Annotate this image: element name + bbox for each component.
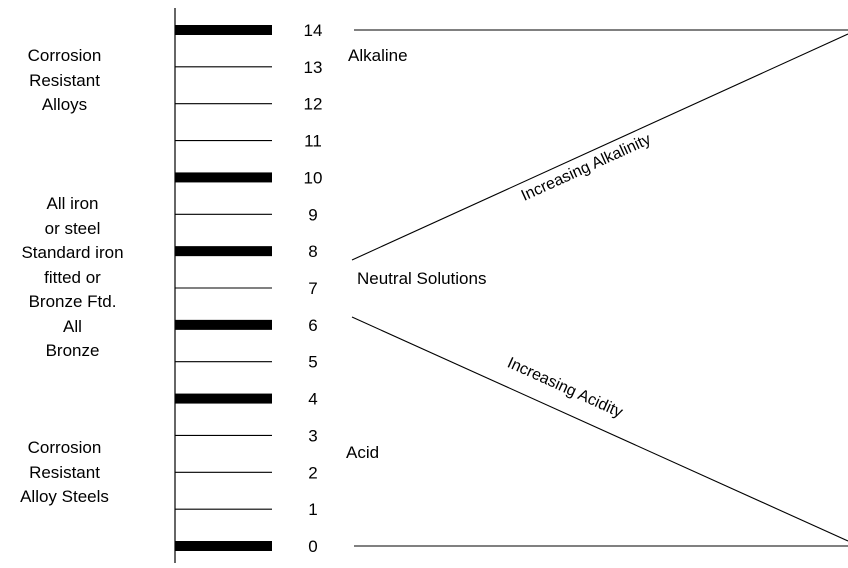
group-line: Alloy Steels — [20, 487, 109, 506]
ph-value-label: 6 — [308, 316, 317, 335]
neutral-solutions-label: Neutral Solutions — [357, 269, 487, 288]
group-line: All iron — [46, 194, 99, 213]
group-line: or steel — [44, 218, 101, 238]
ph-value-label: 11 — [304, 132, 322, 151]
acid-label: Acid — [346, 443, 380, 462]
group-line: Standard iron — [21, 243, 124, 262]
alkaline-label: Alkaline — [348, 46, 408, 65]
acidity-trend-label: Increasing Acidity — [505, 355, 625, 422]
group-line: Alloys — [41, 95, 88, 114]
ph-tick-bold-14 — [175, 25, 272, 35]
group-line: Corrosion — [27, 46, 102, 65]
alkalinity-trend-label: Increasing Alkalinity — [519, 131, 654, 205]
ph-value-label: 10 — [304, 168, 323, 187]
group-line: All — [63, 316, 82, 336]
ph-value-label: 1 — [308, 500, 317, 519]
ph-value-label: 0 — [308, 537, 317, 556]
ph-value-label: 9 — [308, 205, 317, 224]
group-line: Bronze Ftd. — [28, 292, 117, 311]
ph-tick-bold-0 — [175, 541, 272, 551]
alkalinity-trend-line — [351, 33, 848, 261]
ph-value-label: 3 — [308, 426, 317, 445]
material-group-alloys: Corrosion Resistant Alloys — [0, 44, 152, 118]
ph-value-label: 8 — [308, 242, 317, 261]
ph-tick-bold-4 — [175, 393, 272, 404]
ph-value-label: 5 — [308, 353, 317, 372]
group-line: Bronze — [45, 341, 100, 360]
acidity-trend-line — [351, 316, 848, 542]
material-group-iron-bronze: All iron or steel Standard iron fitted o… — [0, 192, 160, 364]
ph-value-label: 14 — [304, 21, 323, 40]
ph-value-label: 12 — [304, 95, 323, 114]
ph-value-label: 7 — [308, 279, 317, 298]
group-line: Resistant — [29, 462, 100, 482]
ph-value-label: 13 — [304, 58, 323, 77]
ph-value-label: 2 — [308, 463, 317, 482]
material-group-alloy-steels: Corrosion Resistant Alloy Steels — [0, 436, 152, 510]
ph-tick-bold-10 — [175, 172, 272, 183]
ph-tick-bold-8 — [175, 246, 272, 257]
group-line: Corrosion — [27, 438, 102, 457]
ph-value-label: 4 — [308, 390, 317, 409]
group-line: fitted or — [44, 267, 101, 287]
ph-tick-bold-6 — [175, 319, 272, 330]
group-line: Resistant — [29, 70, 100, 90]
